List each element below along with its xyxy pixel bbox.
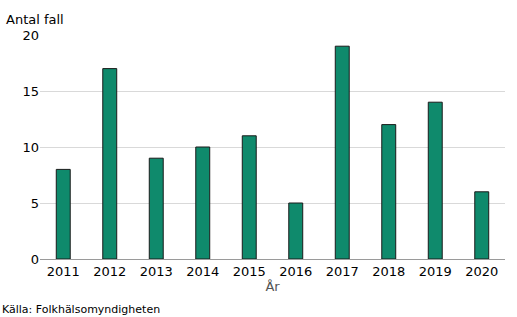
svg-text:Antal fall: Antal fall	[6, 12, 64, 27]
svg-text:2018: 2018	[372, 264, 405, 279]
svg-text:2014: 2014	[186, 264, 219, 279]
svg-text:10: 10	[22, 140, 39, 155]
svg-text:År: År	[265, 279, 280, 294]
svg-text:2015: 2015	[233, 264, 266, 279]
svg-text:2012: 2012	[93, 264, 126, 279]
svg-text:20: 20	[22, 28, 39, 43]
svg-text:2019: 2019	[419, 264, 452, 279]
svg-text:2013: 2013	[140, 264, 173, 279]
svg-text:Källa: Folkhälsomyndigheten: Källa: Folkhälsomyndigheten	[2, 303, 160, 316]
svg-text:5: 5	[31, 196, 39, 211]
svg-text:2017: 2017	[326, 264, 359, 279]
svg-text:2011: 2011	[47, 264, 80, 279]
svg-text:2020: 2020	[465, 264, 498, 279]
svg-text:2016: 2016	[279, 264, 312, 279]
svg-text:15: 15	[22, 84, 39, 99]
svg-text:0: 0	[31, 252, 39, 267]
